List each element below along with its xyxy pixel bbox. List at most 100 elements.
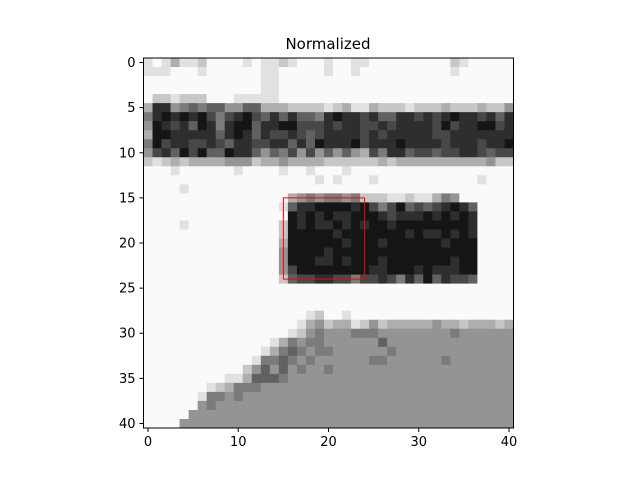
heatmap-cell <box>432 94 441 103</box>
heatmap-cell <box>252 320 261 329</box>
heatmap-cell <box>171 338 180 347</box>
heatmap-cell <box>270 157 279 166</box>
heatmap-cell <box>234 229 243 238</box>
heatmap-cell <box>279 148 288 157</box>
heatmap-cell <box>315 211 324 220</box>
heatmap-cell <box>189 410 198 419</box>
heatmap-cell <box>387 112 396 121</box>
heatmap-cell <box>378 85 387 94</box>
heatmap-cell <box>171 193 180 202</box>
heatmap-cell <box>477 166 486 175</box>
heatmap-cell <box>225 248 234 257</box>
heatmap-cell <box>351 157 360 166</box>
heatmap-cell <box>144 112 153 121</box>
heatmap-cell <box>216 112 225 121</box>
heatmap-cell <box>234 202 243 211</box>
heatmap-cell <box>225 365 234 374</box>
heatmap-cell <box>459 383 468 392</box>
heatmap-cell <box>270 175 279 184</box>
heatmap-cell <box>288 374 297 383</box>
heatmap-cell <box>252 148 261 157</box>
heatmap-cell <box>171 85 180 94</box>
heatmap-cell <box>414 202 423 211</box>
heatmap-cell <box>243 401 252 410</box>
heatmap-cell <box>369 67 378 76</box>
heatmap-cell <box>378 157 387 166</box>
heatmap-cell <box>216 302 225 311</box>
heatmap-cell <box>225 103 234 112</box>
heatmap-cell <box>198 67 207 76</box>
heatmap-cell <box>423 248 432 257</box>
heatmap-cell <box>153 229 162 238</box>
heatmap-cell <box>441 229 450 238</box>
heatmap-cell <box>207 356 216 365</box>
heatmap-cell <box>162 166 171 175</box>
heatmap-cell <box>243 58 252 67</box>
heatmap-cell <box>477 410 486 419</box>
heatmap-cell <box>468 67 477 76</box>
heatmap-cell <box>342 211 351 220</box>
heatmap-cell <box>369 320 378 329</box>
heatmap-cell <box>450 220 459 229</box>
heatmap-cell <box>360 121 369 130</box>
heatmap-cell <box>270 284 279 293</box>
heatmap-cell <box>243 112 252 121</box>
heatmap-cell <box>378 257 387 266</box>
heatmap-cell <box>171 202 180 211</box>
heatmap-cell <box>432 229 441 238</box>
heatmap-cell <box>198 293 207 302</box>
heatmap-cell <box>414 347 423 356</box>
heatmap-cell <box>450 211 459 220</box>
heatmap-cell <box>459 85 468 94</box>
heatmap-cell <box>261 419 270 428</box>
heatmap-cell <box>342 85 351 94</box>
heatmap-cell <box>441 139 450 148</box>
heatmap-cell <box>459 76 468 85</box>
heatmap-cell <box>279 320 288 329</box>
heatmap-cell <box>189 383 198 392</box>
heatmap-cell <box>306 166 315 175</box>
heatmap-cell <box>288 365 297 374</box>
heatmap-cell <box>441 383 450 392</box>
heatmap-cell <box>216 329 225 338</box>
heatmap-cell <box>153 94 162 103</box>
heatmap-cell <box>306 121 315 130</box>
heatmap-cell <box>369 311 378 320</box>
heatmap-cell <box>225 419 234 428</box>
heatmap-cell <box>468 175 477 184</box>
heatmap-cell <box>189 266 198 275</box>
heatmap-cell <box>243 257 252 266</box>
heatmap-cell <box>468 157 477 166</box>
heatmap-cell <box>342 338 351 347</box>
heatmap-cell <box>477 121 486 130</box>
heatmap-cell <box>279 175 288 184</box>
heatmap-cell <box>414 85 423 94</box>
heatmap-cell <box>468 193 477 202</box>
heatmap-cell <box>279 184 288 193</box>
heatmap-cell <box>189 85 198 94</box>
heatmap-cell <box>432 184 441 193</box>
heatmap-cell <box>378 302 387 311</box>
heatmap-cell <box>414 121 423 130</box>
heatmap-cell <box>378 329 387 338</box>
heatmap-cell <box>243 130 252 139</box>
heatmap-cell <box>189 103 198 112</box>
heatmap-cell <box>396 365 405 374</box>
heatmap-cell <box>486 248 495 257</box>
heatmap-cell <box>225 112 234 121</box>
heatmap-cell <box>243 356 252 365</box>
heatmap-cell <box>396 347 405 356</box>
heatmap-cell <box>243 293 252 302</box>
heatmap-cell <box>144 257 153 266</box>
heatmap-cell <box>189 193 198 202</box>
heatmap-cell <box>243 347 252 356</box>
heatmap-cell <box>441 329 450 338</box>
heatmap-cell <box>171 211 180 220</box>
heatmap-cell <box>207 401 216 410</box>
heatmap-cell <box>315 238 324 247</box>
heatmap-cell <box>450 193 459 202</box>
heatmap-cell <box>459 275 468 284</box>
heatmap-cell <box>306 202 315 211</box>
heatmap-cell <box>297 148 306 157</box>
heatmap-cell <box>378 374 387 383</box>
